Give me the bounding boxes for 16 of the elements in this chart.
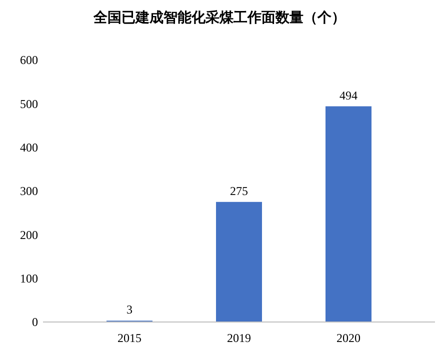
x-tick-label: 2015 xyxy=(118,331,142,345)
y-tick-label: 400 xyxy=(20,140,38,155)
x-tick-label: 2019 xyxy=(227,331,251,345)
y-tick-label: 500 xyxy=(20,96,38,111)
chart-title: 全国已建成智能化采煤工作面数量（个） xyxy=(92,10,346,26)
y-tick-label: 300 xyxy=(20,184,38,198)
y-tick-label: 600 xyxy=(20,53,38,68)
data-label: 3 xyxy=(126,302,133,317)
y-tick-label: 0 xyxy=(32,315,38,330)
data-label: 275 xyxy=(230,184,248,198)
y-tick-label: 200 xyxy=(20,228,38,242)
y-tick-label: 100 xyxy=(20,272,38,286)
data-label: 494 xyxy=(339,88,358,102)
bar xyxy=(216,202,262,322)
bar xyxy=(326,106,372,322)
x-tick-label: 2020 xyxy=(336,331,360,345)
